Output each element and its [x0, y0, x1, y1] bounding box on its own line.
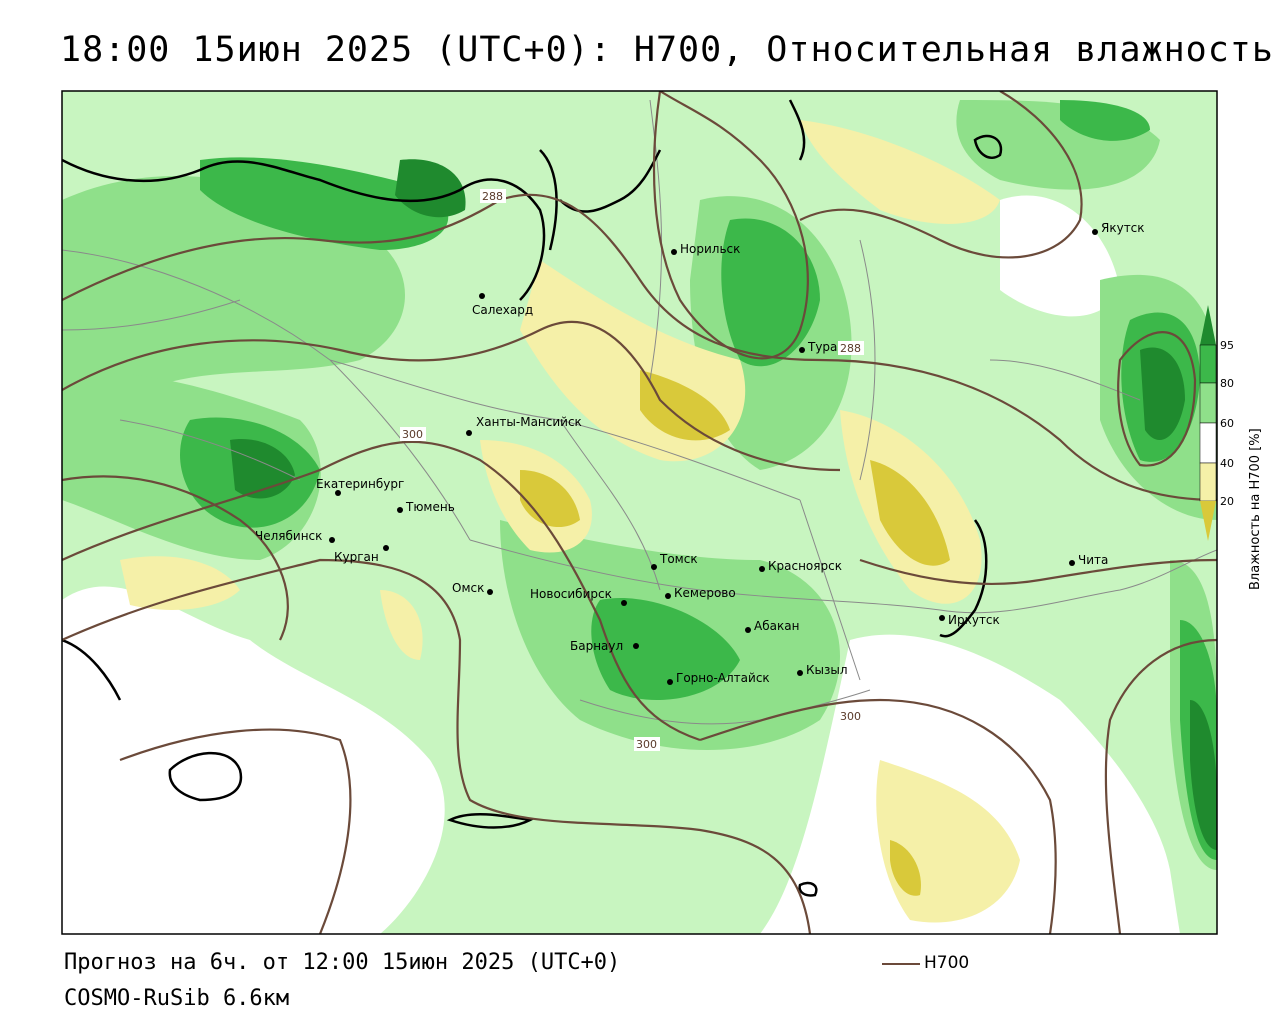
- city-label: Омск: [452, 581, 484, 595]
- city-tomsk: Томск: [651, 552, 698, 570]
- humidity-area-very-dry: [870, 460, 950, 566]
- city-label: Тура: [807, 340, 837, 354]
- city-label: Кызыл: [806, 663, 848, 677]
- humidity-area-very-wet: [1140, 347, 1185, 440]
- humidity-area-dry: [120, 556, 240, 610]
- humidity-area-very-wet: [1190, 700, 1217, 850]
- city-label: Курган: [334, 550, 379, 564]
- city-yakutsk: Якутск: [1092, 221, 1145, 235]
- city-barnaul: Барнаул: [570, 639, 639, 653]
- h700-contour: [799, 91, 1083, 259]
- city-label: Норильск: [680, 242, 740, 256]
- forecast-info: Прогноз на 6ч. от 12:00 15июн 2025 (UTC+…: [64, 950, 621, 975]
- h700-contour: [62, 558, 812, 934]
- h700-contour: [652, 91, 809, 360]
- city-label: Красноярск: [768, 559, 842, 573]
- city-label: Салехард: [472, 303, 533, 317]
- h700-contour: [119, 728, 352, 934]
- city-label: Екатеринбург: [316, 477, 404, 491]
- colorbar-tick: 20: [1220, 495, 1234, 508]
- city-label: Горно-Алтайск: [676, 671, 770, 685]
- city-label: Тюмень: [405, 500, 455, 514]
- city-label: Абакан: [754, 619, 799, 633]
- city-omsk: Омск: [452, 581, 493, 595]
- humidity-area-neutral: [760, 634, 1180, 934]
- humidity-area-neutral: [62, 586, 445, 934]
- h700-contour: [1104, 638, 1217, 934]
- humidity-area-very-dry: [890, 840, 921, 896]
- h700-contour: [62, 475, 289, 641]
- humidity-area-dry: [800, 120, 1000, 224]
- h700-contours: [62, 91, 1217, 934]
- humidity-area-very-dry: [640, 370, 730, 441]
- humidity-area-wet: [721, 218, 820, 367]
- humidity-area-wet: [200, 157, 449, 250]
- humidity-area-very-dry: [520, 470, 580, 528]
- city-gorno-altaysk: Горно-Алтайск: [667, 671, 770, 685]
- colorbar-title: Влажность на H700 [%]: [1248, 428, 1263, 590]
- legend-label: H700: [924, 953, 970, 973]
- city-kurgan: Курган: [334, 545, 389, 564]
- contour-label: 288: [482, 190, 503, 203]
- region-borders: [62, 99, 1217, 725]
- city-chelyabinsk: Челябинск: [255, 529, 335, 543]
- contour-labels: 288 288 300 300 300: [400, 189, 864, 751]
- cities: Якутск Норильск Салехард Тура Ханты-Манс…: [255, 221, 1145, 685]
- h700-contour: [1117, 331, 1197, 467]
- colorbar: 95 80 60 40 20: [1199, 305, 1234, 541]
- humidity-area-wet: [1060, 100, 1150, 141]
- contour-label: 300: [636, 738, 657, 751]
- map-title: 18:00 15июн 2025 (UTC+0): H700, Относите…: [60, 30, 1274, 70]
- city-kemerovo: Кемерово: [665, 586, 736, 600]
- h700-contour: [699, 698, 1057, 934]
- city-label: Иркутск: [948, 613, 1000, 627]
- city-salekhard: Салехард: [472, 293, 533, 317]
- colorbar-tick: 95: [1220, 339, 1234, 352]
- city-irkutsk: Иркутск: [939, 613, 1000, 627]
- humidity-area-dry: [380, 590, 423, 660]
- colorbar-tick: 60: [1220, 417, 1234, 430]
- colorbar-tick: 40: [1220, 457, 1234, 470]
- city-label: Ханты-Мансийск: [476, 415, 582, 429]
- humidity-area-neutral: [1000, 195, 1120, 317]
- city-krasnoyarsk: Красноярск: [759, 559, 842, 573]
- contour-label: 300: [840, 710, 861, 723]
- city-label: Кемерово: [674, 586, 736, 600]
- h700-contour: [62, 440, 701, 742]
- legend-line-swatch: [882, 963, 920, 965]
- city-khanty-mansiysk: Ханты-Мансийск: [466, 415, 582, 436]
- city-novosibirsk: Новосибирск: [530, 587, 627, 606]
- humidity-area-wet: [591, 598, 740, 700]
- map-frame: [61, 90, 1218, 935]
- humidity-area-very-wet: [395, 159, 466, 218]
- city-norilsk: Норильск: [671, 242, 740, 256]
- city-tyumen: Тюмень: [397, 500, 455, 514]
- city-yekaterinburg: Екатеринбург: [316, 477, 404, 496]
- city-label: Барнаул: [570, 639, 623, 653]
- city-label: Челябинск: [255, 529, 322, 543]
- city-tura: Тура: [799, 340, 837, 354]
- city-label: Якутск: [1101, 221, 1145, 235]
- city-abakan: Абакан: [745, 619, 799, 633]
- city-chita: Чита: [1069, 553, 1108, 567]
- h700-contour: [859, 558, 1217, 586]
- contour-label: 288: [840, 342, 861, 355]
- city-label: Чита: [1078, 553, 1108, 567]
- city-kyzyl: Кызыл: [797, 663, 848, 677]
- colorbar-tick: 80: [1220, 377, 1234, 390]
- model-info: COSMO-RuSib 6.6км: [64, 986, 290, 1011]
- h700-contour: [62, 320, 841, 472]
- contour-label: 300: [402, 428, 423, 441]
- coastlines: [62, 99, 1003, 897]
- city-label: Новосибирск: [530, 587, 612, 601]
- humidity-field: [62, 91, 1217, 934]
- city-label: Томск: [659, 552, 698, 566]
- h700-contour: [62, 193, 1217, 502]
